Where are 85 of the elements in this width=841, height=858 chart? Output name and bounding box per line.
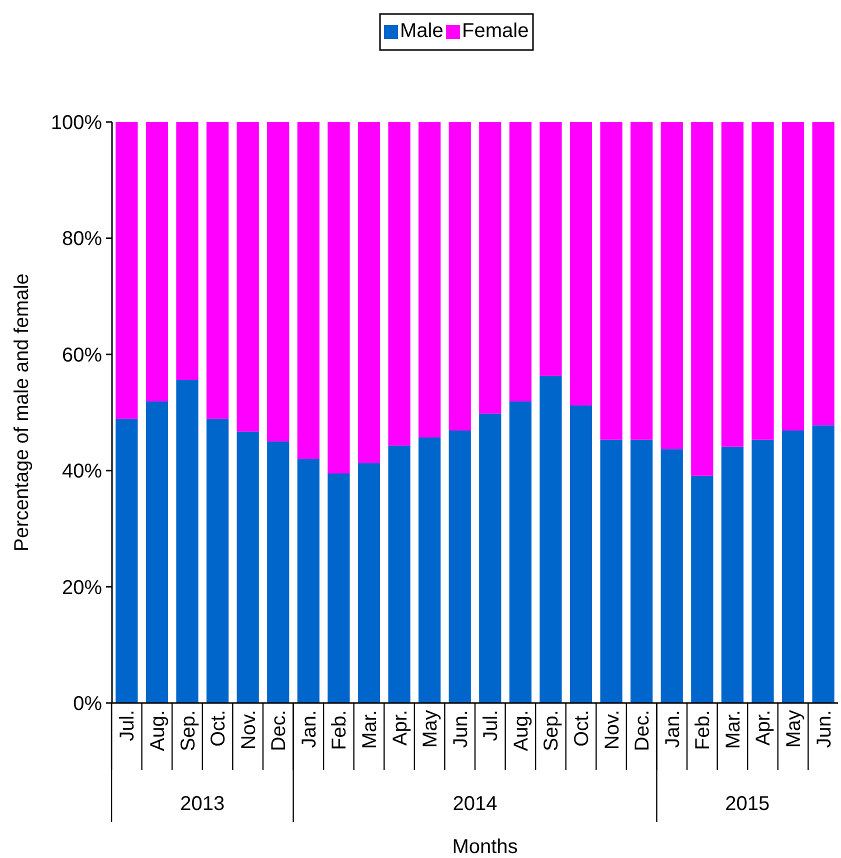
bar: [116, 418, 138, 703]
y-tick-label: 80%: [62, 228, 102, 250]
x-tick-label: Nov.: [238, 710, 260, 750]
bar: [782, 430, 804, 703]
x-axis-title: Months: [452, 836, 518, 858]
y-tick-label: 40%: [62, 460, 102, 483]
y-axis-title: Percentage of male and female: [11, 274, 33, 552]
bar: [509, 122, 532, 402]
bar: [388, 122, 410, 446]
bar: [691, 476, 714, 703]
bar: [236, 122, 259, 432]
text: 2015: [725, 793, 770, 815]
bar: [540, 122, 562, 376]
x-tick-label: Feb.: [692, 710, 714, 750]
x-tick-label: Apr.: [752, 710, 775, 746]
bar: [600, 440, 622, 703]
bar: [328, 122, 350, 474]
bar: [660, 449, 683, 703]
x-tick-label: Sep.: [540, 710, 563, 752]
bar: [540, 376, 562, 703]
x-tick-label: May: [420, 710, 442, 748]
bar: [176, 122, 198, 380]
x-tick-label: Dec.: [632, 710, 654, 752]
x-tick-label: Mar.: [722, 710, 744, 749]
x-tick-label: Aug.: [146, 710, 169, 752]
x-tick-label: Oct.: [571, 710, 594, 747]
bar: [570, 406, 592, 703]
x-tick-label: Feb.: [328, 710, 351, 750]
bar: [297, 458, 320, 703]
x-tick-label: Jun.: [450, 710, 472, 748]
bar: [448, 430, 471, 703]
bar: [630, 122, 653, 440]
text: 2014: [452, 793, 498, 815]
x-tick-label: Apr.: [389, 710, 412, 746]
bar: [146, 401, 168, 703]
bar: [358, 463, 380, 703]
y-tick-label: 0%: [73, 693, 102, 715]
bar: [418, 437, 441, 703]
bar: [782, 122, 804, 431]
text: 2013: [180, 793, 225, 815]
x-tick-label: Nov.: [601, 710, 624, 750]
x-tick-label: Jun.: [813, 710, 836, 748]
x-tick-label: Dec.: [268, 710, 290, 752]
bar: [388, 446, 410, 703]
bar: [812, 425, 834, 703]
x-tick-label: Jul.: [116, 710, 139, 742]
bar: [236, 432, 259, 703]
y-tick-label: 60%: [62, 344, 102, 366]
y-tick-label: 20%: [62, 576, 102, 599]
bar: [206, 122, 229, 419]
x-tick-label: Oct.: [208, 710, 230, 747]
bar: [600, 122, 622, 440]
bar: [418, 122, 441, 438]
bar: [206, 418, 229, 703]
bar: [721, 446, 744, 703]
bar: [721, 122, 744, 447]
bar: [297, 122, 320, 459]
x-tick-label: Jan.: [298, 710, 320, 748]
bar: [570, 122, 592, 406]
legend-label: Female: [462, 20, 529, 42]
x-tick-label: Aug.: [510, 710, 532, 752]
bar: [691, 122, 714, 476]
bar: [448, 122, 471, 431]
x-tick-label: Sep.: [177, 710, 200, 752]
bar: [146, 122, 168, 402]
bar: [812, 122, 834, 426]
bar: [176, 380, 198, 703]
bar: [752, 122, 774, 440]
bar: [752, 440, 774, 703]
bar: [509, 401, 532, 703]
bar: [267, 122, 290, 442]
bar: [116, 122, 138, 419]
bar: [479, 414, 502, 703]
legend-label: Male: [400, 20, 444, 42]
bar: [328, 474, 350, 703]
x-tick-label: Mar.: [358, 710, 381, 749]
bar: [267, 442, 290, 703]
x-tick-label: May: [783, 710, 806, 748]
y-tick-label: 100%: [50, 112, 102, 134]
bar: [630, 440, 653, 703]
x-tick-label: Jan.: [662, 710, 684, 748]
bar: [479, 122, 502, 414]
bar: [660, 122, 683, 450]
bar: [358, 122, 380, 464]
x-tick-label: Jul.: [480, 710, 502, 742]
